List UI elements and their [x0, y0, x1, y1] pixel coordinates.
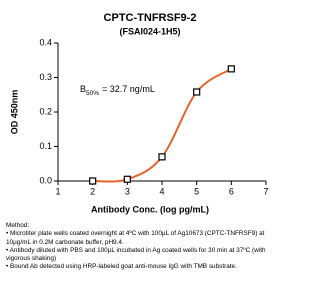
y-tick-label: 0.0 — [39, 175, 52, 185]
x-tick-label: 6 — [229, 186, 234, 196]
point — [193, 88, 201, 96]
chart-subtitle: (FSAI024-1H5) — [119, 26, 180, 36]
y-tick-label: 0.4 — [39, 37, 52, 47]
x-tick-label: 5 — [194, 186, 199, 196]
method: Method: Microtiter plate wells coated ov… — [6, 222, 276, 272]
y-tick-label: 0.3 — [39, 72, 52, 82]
x-tick-label: 7 — [263, 186, 268, 196]
point — [123, 175, 131, 183]
annotation: B50% = 32.7 ng/mL — [80, 84, 155, 96]
method-item: Bound Ab detected using HRP-labeled goat… — [6, 263, 276, 271]
x-tick-label: 3 — [125, 186, 130, 196]
x-axis-label: Antibody Conc. (log pg/mL) — [91, 204, 209, 214]
method-item: Antibody diluted with PBS and 100µL incu… — [6, 247, 276, 264]
annotation-main: B — [80, 84, 86, 94]
method-item: Microtiter plate wells coated overnight … — [6, 230, 276, 247]
x-tick-label: 1 — [55, 186, 60, 196]
annotation-sub: 50% — [86, 90, 99, 97]
chart: CPTC-TNFRSF9-2 (FSAI024-1H5) Antibody Co… — [9, 12, 268, 214]
chart-title: CPTC-TNFRSF9-2 — [104, 12, 197, 24]
x-tick-label: 2 — [90, 186, 95, 196]
x-tick-label: 4 — [159, 186, 164, 196]
method-heading: Method: — [6, 222, 30, 229]
page: CPTC-TNFRSF9-2 (FSAI024-1H5) Antibody Co… — [0, 0, 300, 294]
y-tick-label: 0.2 — [39, 106, 52, 116]
annotation-rest: = 32.7 ng/mL — [102, 84, 155, 94]
method-list: Microtiter plate wells coated overnight … — [6, 230, 276, 271]
point — [89, 177, 97, 185]
point — [158, 153, 166, 161]
y-tick-label: 0.1 — [39, 141, 52, 151]
y-axis-label: OD 450nm — [9, 90, 19, 135]
point — [227, 65, 235, 73]
